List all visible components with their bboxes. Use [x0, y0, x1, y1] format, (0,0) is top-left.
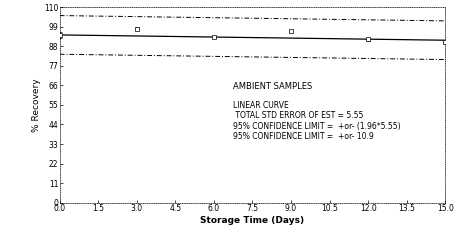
Text: LINEAR CURVE
 TOTAL STD ERROR OF EST = 5.55
95% CONFIDENCE LIMIT =  +or- (1.96*5: LINEAR CURVE TOTAL STD ERROR OF EST = 5.…: [233, 101, 401, 141]
X-axis label: Storage Time (Days): Storage Time (Days): [201, 216, 304, 225]
Y-axis label: % Recovery: % Recovery: [32, 78, 41, 132]
Text: AMBIENT SAMPLES: AMBIENT SAMPLES: [233, 82, 313, 91]
